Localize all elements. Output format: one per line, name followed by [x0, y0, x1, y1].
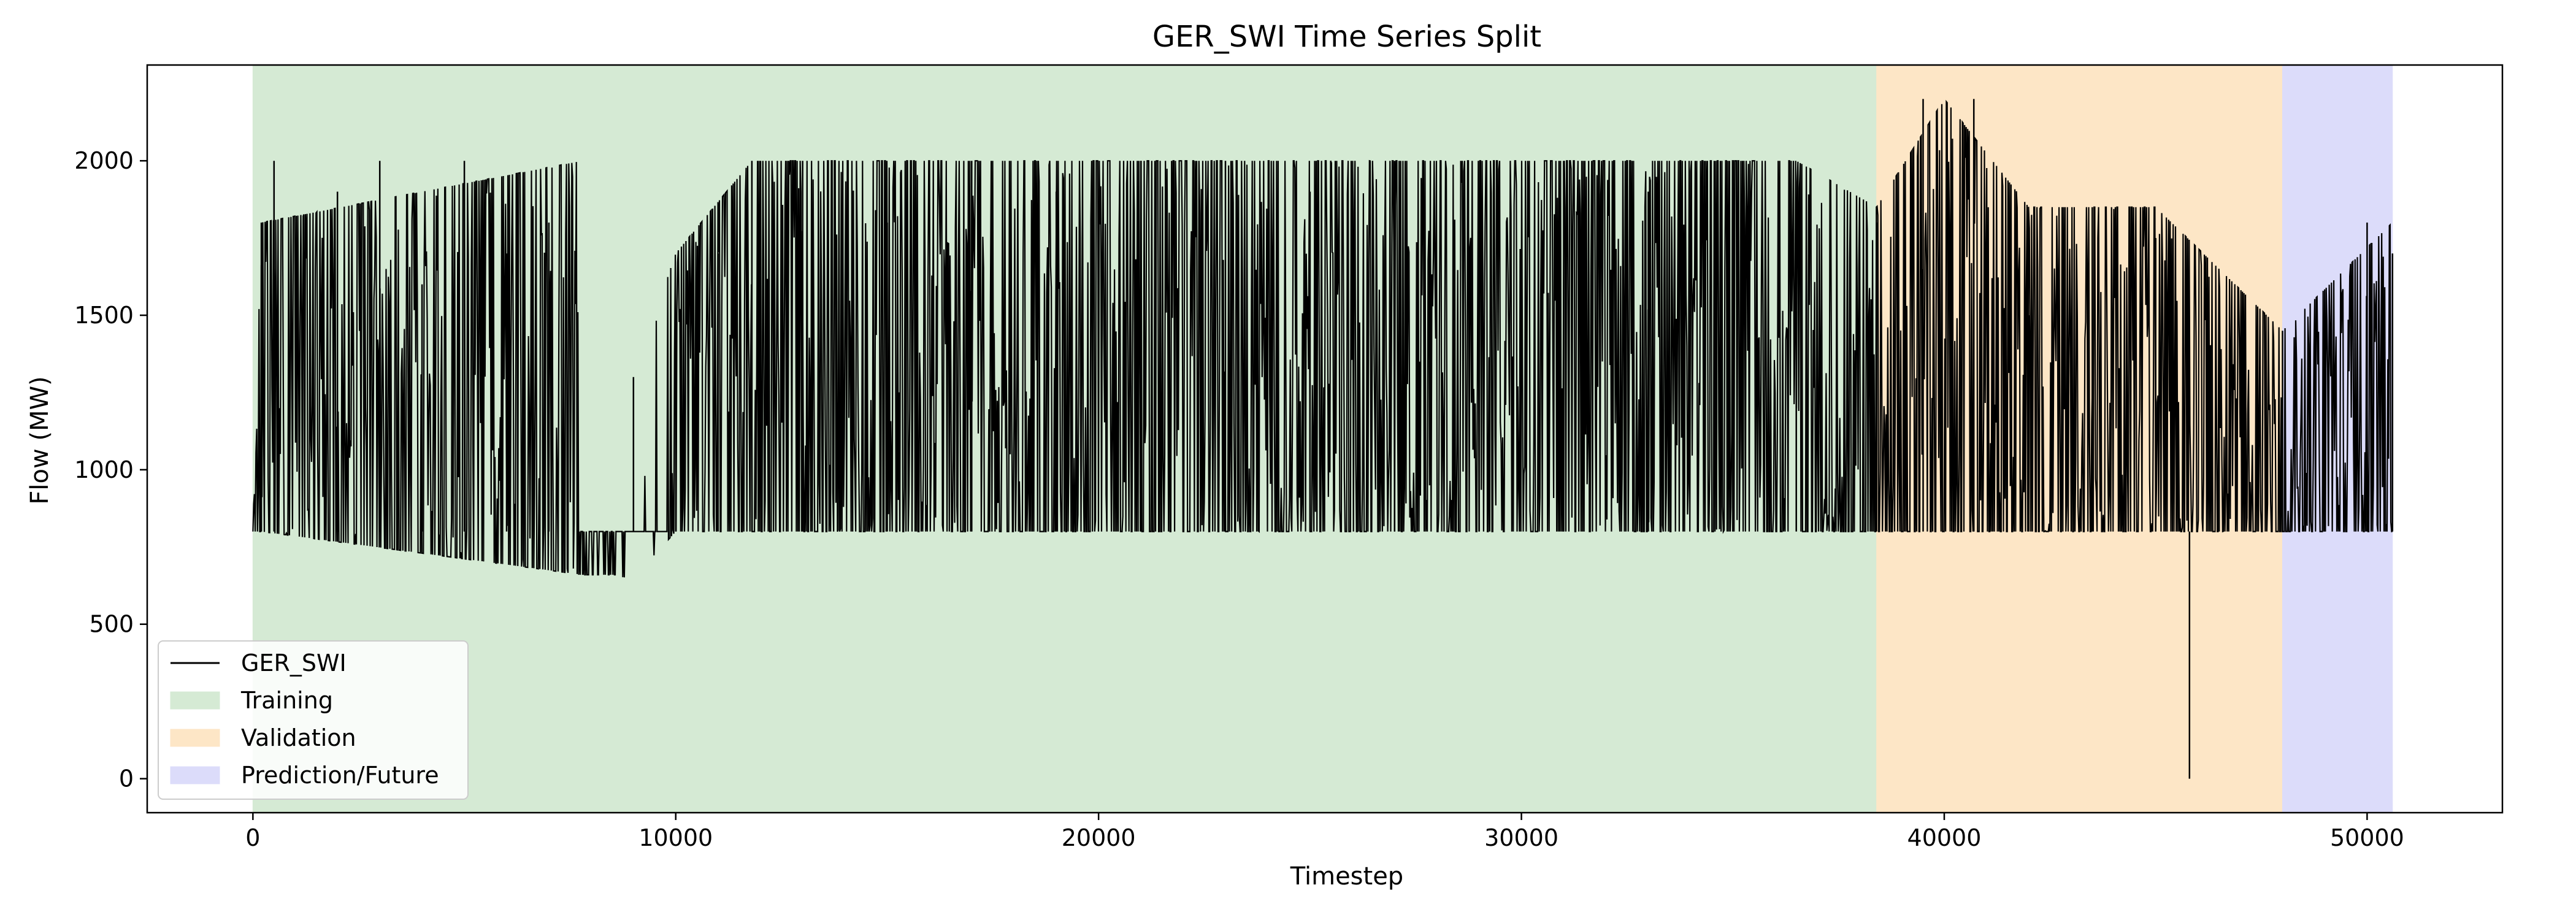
x-tick-label: 30000: [1484, 824, 1558, 851]
region-prediction-future: [2282, 64, 2393, 813]
series-ger-swi-spikes: [260, 99, 2394, 779]
y-tick-label: 1500: [74, 302, 134, 329]
y-tick-label: 0: [119, 765, 134, 792]
legend-label: Prediction/Future: [241, 762, 439, 789]
legend-swatch-patch: [170, 729, 220, 747]
y-tick-label: 2000: [74, 147, 134, 174]
y-axis-ticks: 0 500 1000 1500 2000: [74, 147, 147, 792]
legend-label: Training: [240, 687, 333, 714]
y-tick-label: 1000: [74, 456, 134, 483]
legend-box: [158, 640, 469, 800]
x-tick-label: 10000: [638, 824, 713, 851]
x-axis-ticks: 0 10000 20000 30000 40000 50000: [245, 813, 2404, 851]
legend-swatch-patch: [170, 766, 220, 784]
legend-swatch-patch: [170, 691, 220, 710]
y-tick-label: 500: [89, 611, 134, 638]
x-axis-label: Timestep: [1290, 862, 1403, 891]
plot-frame: [146, 64, 2504, 814]
x-tick-label: 50000: [2330, 824, 2404, 851]
legend: GER_SWI Training Validation Prediction/Futu…: [158, 640, 469, 800]
x-tick-label: 40000: [1907, 824, 1982, 851]
x-tick-label: 0: [245, 824, 260, 851]
series-layer: [252, 99, 2394, 779]
y-axis-label: Flow (MW): [26, 376, 54, 504]
legend-label: GER_SWI: [241, 650, 347, 677]
series-ger-swi-line: [252, 99, 2393, 578]
legend-label: Validation: [241, 724, 356, 751]
chart-title: GER_SWI Time Series Split: [1152, 20, 1541, 54]
x-tick-label: 20000: [1062, 824, 1136, 851]
